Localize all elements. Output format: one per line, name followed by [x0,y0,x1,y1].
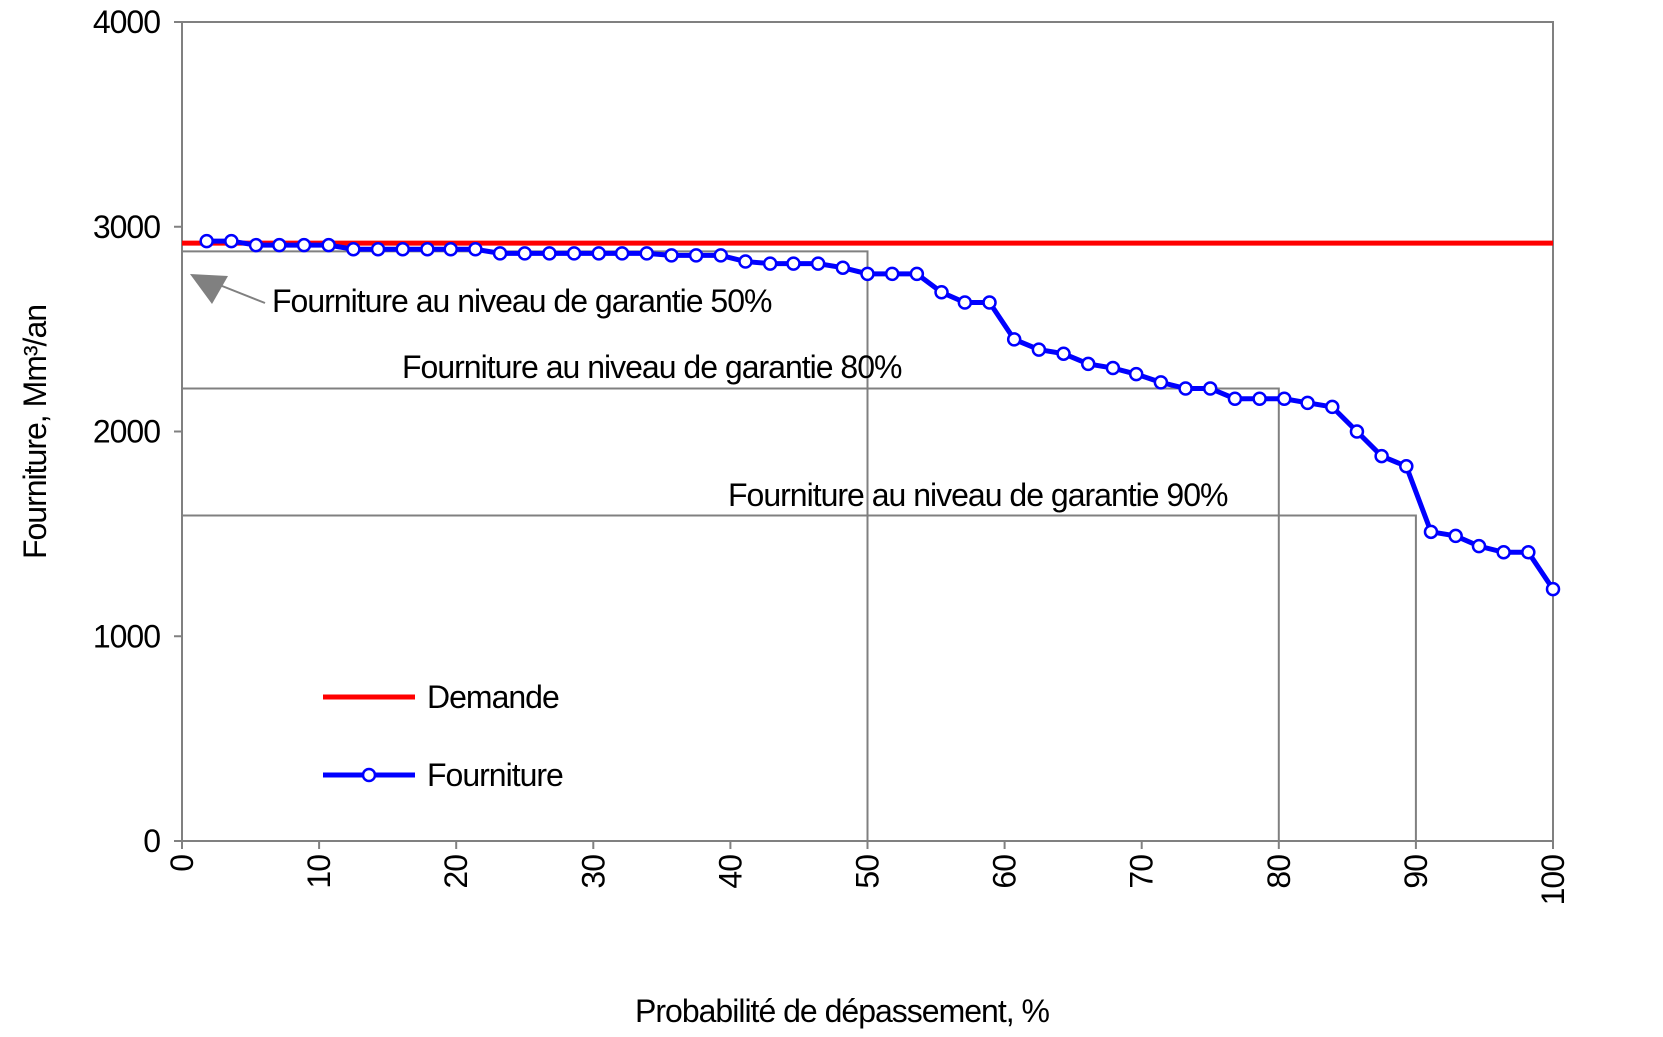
marker [248,237,264,253]
marker [1471,538,1487,554]
marker [934,285,949,300]
marker [272,237,287,253]
marker [1203,381,1218,396]
marker [738,254,753,269]
marker [1545,581,1561,597]
marker [1277,391,1292,406]
legend-label: Demande [427,679,559,715]
marker [688,248,704,263]
marker [566,246,582,261]
marker [1300,395,1315,411]
marker [860,266,875,282]
marker [321,237,336,253]
marker [1496,545,1511,560]
y-tick-label: 3000 [93,209,160,245]
legend-label: Fourniture [427,757,563,793]
guarantee-label: Fourniture au niveau de garantie 90% [728,477,1228,513]
marker [542,246,557,261]
marker [982,295,997,310]
marker [786,256,801,271]
marker [1521,545,1536,560]
marker [614,246,630,261]
x-tick-label: 0 [164,855,200,872]
marker [957,295,973,310]
marker [1399,459,1414,474]
marker [1178,381,1193,396]
marker [1374,448,1389,464]
marker [1448,528,1463,544]
marker [1423,524,1439,540]
marker [370,242,386,257]
x-tick-label: 20 [438,855,474,889]
y-axis-label: Fourniture, Mm³/an [17,305,53,559]
guarantee-label: Fourniture au niveau de garantie 50% [272,283,772,319]
marker [1252,391,1267,406]
x-tick-label: 60 [987,855,1023,889]
marker [1128,366,1144,382]
x-tick-label: 70 [1124,855,1160,889]
marker [1080,356,1096,372]
marker [1056,346,1071,361]
x-axis-label: Probabilité de dépassement, % [635,993,1049,1029]
x-tick-label: 50 [850,855,886,889]
marker [639,246,655,261]
marker [492,246,508,261]
marker [713,248,729,263]
marker [909,266,925,282]
y-tick-label: 0 [143,823,160,859]
marker [1325,399,1340,415]
y-tick-label: 1000 [93,618,160,654]
x-tick-label: 80 [1261,855,1297,889]
x-tick-label: 40 [712,855,748,889]
marker [664,248,679,263]
marker [199,233,214,249]
marker [884,266,900,282]
marker [1105,360,1121,376]
x-tick-label: 100 [1535,855,1571,906]
y-tick-label: 2000 [93,414,160,450]
marker [395,242,410,257]
marker [420,242,435,257]
x-tick-label: 30 [575,855,611,889]
x-tick-label: 10 [301,855,337,889]
marker [1227,391,1243,406]
guarantee-line [182,387,1280,841]
marker [346,242,361,257]
marker [443,242,458,257]
marker [1153,375,1169,390]
marker [762,256,778,271]
marker [224,233,239,249]
marker [591,246,607,261]
marker [835,260,851,275]
legend-marker [361,767,377,783]
annotation-arrowhead [190,274,228,304]
marker [1031,342,1047,357]
guarantee-line [182,250,869,841]
guarantee-label: Fourniture au niveau de garantie 80% [402,349,902,385]
marker [296,237,312,253]
y-tick-label: 4000 [93,4,160,40]
guarantee-line [182,514,1417,841]
marker [810,256,826,271]
marker [1006,332,1022,347]
marker [468,242,483,257]
x-tick-label: 90 [1398,855,1434,889]
marker [1349,424,1365,439]
marker [517,246,532,261]
